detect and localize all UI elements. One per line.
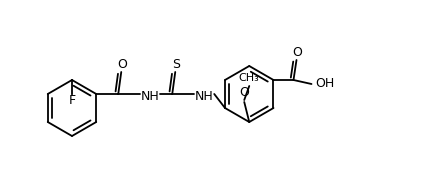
Text: NH: NH [141,90,160,103]
Text: O: O [239,86,249,99]
Text: CH₃: CH₃ [239,73,260,83]
Text: NH: NH [195,90,213,103]
Text: O: O [117,57,127,70]
Text: OH: OH [315,78,335,91]
Text: S: S [172,57,180,70]
Text: O: O [292,45,303,58]
Text: F: F [68,94,75,107]
